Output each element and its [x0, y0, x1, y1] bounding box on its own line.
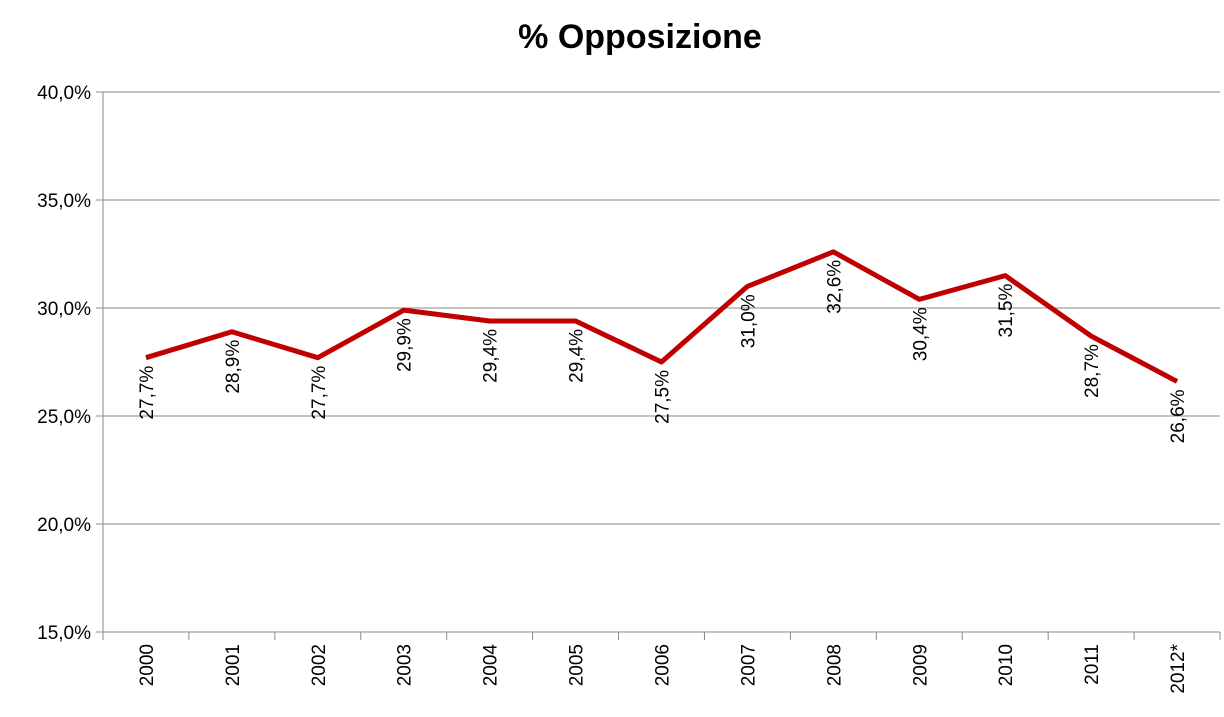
y-tick-label: 30,0%	[37, 299, 91, 320]
x-tick-label: 2001	[223, 644, 244, 686]
line	[145, 249, 1179, 384]
y-tick-label: 15,0%	[37, 623, 91, 644]
x-tick-label: 2012*	[1168, 643, 1189, 693]
x-tick-label: 2007	[738, 644, 759, 686]
data-label: 32,6%	[824, 260, 845, 314]
chart-title: % Opposizione	[518, 18, 762, 56]
x-tick-label: 2010	[996, 644, 1017, 686]
data-label: 29,9%	[395, 318, 416, 372]
data-label: 27,7%	[137, 366, 158, 420]
x-tick-label: 2011	[1082, 644, 1103, 685]
y-tick-label: 40,0%	[37, 83, 91, 104]
x-tick-label: 2004	[481, 644, 502, 687]
data-label: 27,5%	[653, 370, 674, 424]
x-tick-label: 2005	[567, 644, 588, 686]
data-label: 28,9%	[223, 340, 244, 394]
data-label: 26,6%	[1168, 389, 1189, 443]
y-tick-label: 25,0%	[37, 407, 91, 428]
x-tick-label: 2006	[653, 644, 674, 686]
data-label: 27,7%	[309, 366, 330, 420]
data-label: 29,4%	[481, 329, 502, 383]
data-label: 28,7%	[1082, 344, 1103, 398]
x-tick-label: 2000	[137, 644, 158, 686]
y-tick-label: 35,0%	[37, 191, 91, 212]
x-tick-label: 2003	[395, 644, 416, 686]
y-tick-label: 20,0%	[37, 515, 91, 536]
data-label: 31,0%	[738, 294, 759, 348]
data-label: 30,4%	[910, 307, 931, 361]
x-tick-label: 2008	[824, 644, 845, 686]
x-tick-label: 2009	[910, 644, 931, 686]
data-label: 31,5%	[996, 283, 1017, 337]
data-label: 29,4%	[567, 329, 588, 383]
x-tick-label: 2002	[309, 644, 330, 686]
